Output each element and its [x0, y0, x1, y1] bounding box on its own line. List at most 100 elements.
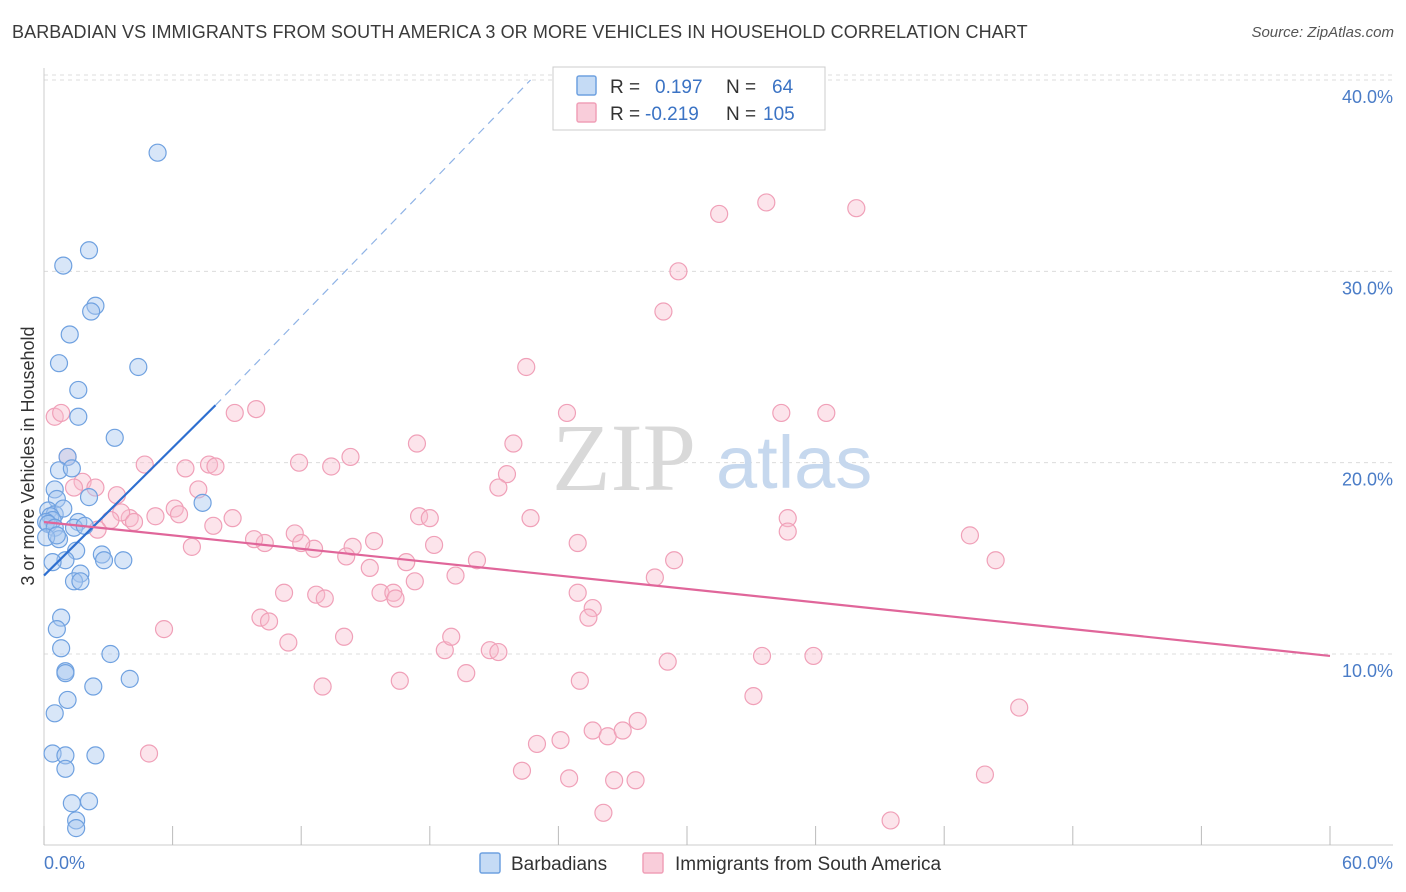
point-immigrants [334, 627, 354, 646]
point-immigrants [223, 509, 242, 528]
point-immigrants [199, 455, 219, 474]
legend-n-value-2: 105 [763, 104, 795, 125]
point-barbadians [79, 488, 99, 507]
point-barbadians [84, 677, 103, 696]
point-immigrants [517, 357, 536, 377]
legend-r-value-2: -0.219 [645, 104, 699, 125]
grid-lines [44, 74, 1393, 655]
point-barbadians [94, 551, 114, 570]
point-immigrants [594, 803, 613, 822]
point-immigrants [817, 403, 836, 423]
legend-n-value-1: 64 [772, 77, 794, 98]
point-immigrants [467, 551, 487, 570]
point-immigrants [364, 532, 384, 551]
legend-label-immigrants: Immigrants from South America [675, 854, 942, 875]
point-immigrants [313, 677, 332, 696]
point-immigrants [557, 403, 577, 423]
point-immigrants [568, 583, 587, 602]
legend-r-value-1: 0.197 [655, 77, 703, 98]
point-immigrants [386, 589, 405, 608]
point-immigrants [424, 535, 444, 555]
point-immigrants [279, 633, 298, 652]
point-barbadians [79, 792, 99, 811]
point-immigrants [665, 551, 684, 570]
point-immigrants [420, 509, 439, 528]
point-immigrants [560, 769, 579, 788]
point-immigrants [778, 522, 797, 541]
point-barbadians [193, 493, 212, 512]
point-immigrants [628, 711, 647, 731]
trend-line-barbadians [43, 404, 217, 577]
point-immigrants [605, 771, 624, 790]
point-barbadians [54, 256, 73, 275]
point-barbadians [45, 704, 64, 723]
y-tick-label: 20.0% [1342, 470, 1393, 490]
point-barbadians [56, 746, 75, 765]
point-immigrants [189, 480, 208, 499]
point-immigrants [579, 608, 598, 627]
point-immigrants [285, 524, 304, 543]
point-immigrants [86, 478, 105, 497]
point-immigrants [322, 457, 341, 476]
point-immigrants [710, 204, 729, 224]
legend-correlation: R = 0.197 N = 64 R = -0.219 N = 105 [552, 66, 826, 131]
point-immigrants [52, 403, 71, 423]
point-immigrants [307, 585, 326, 604]
point-immigrants [457, 664, 476, 683]
legend-n-label-1: N = [726, 77, 756, 98]
point-immigrants [960, 526, 980, 545]
point-barbadians [67, 811, 86, 830]
point-immigrants [139, 744, 159, 763]
point-immigrants [744, 686, 763, 706]
point-immigrants [259, 612, 279, 631]
point-immigrants [206, 457, 225, 476]
chart-title: BARBADIAN VS IMMIGRANTS FROM SOUTH AMERI… [12, 22, 1028, 42]
point-barbadians [62, 459, 81, 478]
point-immigrants [251, 608, 270, 627]
point-immigrants [570, 671, 589, 690]
point-immigrants [315, 589, 334, 608]
point-barbadians [47, 526, 66, 545]
legend-swatch-barbadians [576, 75, 597, 96]
point-barbadians [58, 690, 77, 710]
point-barbadians [49, 354, 69, 373]
point-barbadians [56, 759, 75, 778]
point-barbadians [43, 553, 62, 572]
point-barbadians [120, 669, 139, 688]
point-immigrants [343, 537, 362, 556]
data-points [37, 143, 1029, 838]
watermark-zip: ZIP [552, 404, 696, 511]
point-immigrants [881, 811, 900, 830]
point-immigrants [337, 547, 356, 566]
legend-swatch-immigrants [576, 102, 597, 123]
point-immigrants [154, 620, 174, 639]
point-immigrants [182, 537, 201, 556]
point-barbadians [56, 664, 75, 683]
legend-n-label-2: N = [726, 104, 756, 125]
point-immigrants [64, 478, 84, 497]
x-tick-labels: 0.0% 60.0% [44, 853, 1393, 873]
y-tick-label: 40.0% [1342, 87, 1393, 107]
point-immigrants [752, 646, 772, 666]
point-immigrants [551, 730, 570, 750]
y-tick-labels: 10.0% 20.0% 30.0% 40.0% [1342, 87, 1393, 681]
watermark-atlas: atlas [716, 421, 872, 504]
point-immigrants [626, 771, 645, 790]
point-immigrants [497, 465, 517, 484]
point-immigrants [669, 262, 688, 281]
point-immigrants [583, 598, 602, 618]
point-immigrants [135, 455, 154, 474]
point-immigrants [225, 403, 244, 423]
point-immigrants [757, 193, 776, 212]
point-barbadians [69, 407, 88, 426]
point-immigrants [613, 721, 632, 740]
point-barbadians [64, 572, 84, 591]
point-immigrants [274, 583, 294, 602]
point-barbadians [82, 302, 101, 321]
point-barbadians [62, 794, 81, 813]
trend-line-barbadians-extension [215, 79, 531, 406]
point-immigrants [124, 512, 144, 532]
y-tick-label: 10.0% [1342, 661, 1393, 681]
legend-r-label-2: R = [610, 104, 640, 125]
y-tick-label: 30.0% [1342, 278, 1393, 298]
